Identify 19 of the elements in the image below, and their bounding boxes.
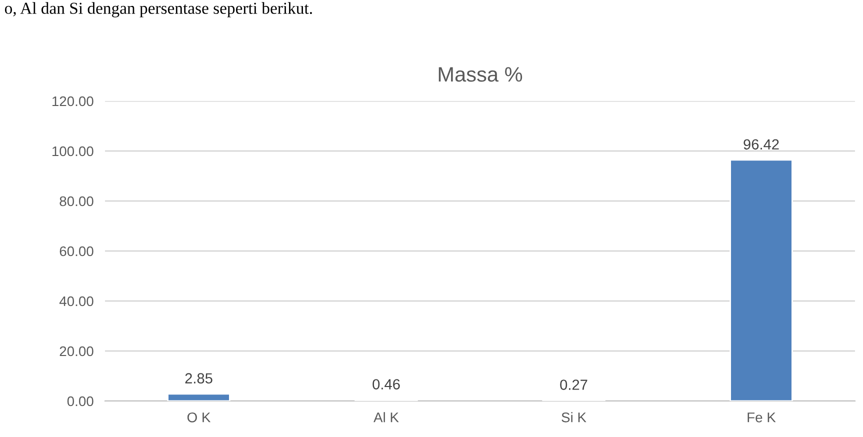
bar <box>730 159 793 401</box>
y-tick-label: 40.00 <box>59 296 94 306</box>
data-label: 0.46 <box>372 379 400 390</box>
data-label: 96.42 <box>744 139 779 150</box>
bar <box>167 393 230 401</box>
chart-title: Massa % <box>438 67 522 82</box>
y-tick-label: 0.00 <box>67 396 94 406</box>
y-tick-label: 100.00 <box>52 146 94 156</box>
x-tick-label: Si K <box>562 412 586 422</box>
y-tick-label: 60.00 <box>60 246 94 256</box>
data-label: 0.27 <box>560 380 588 390</box>
y-tick-label: 20.00 <box>60 346 94 356</box>
text: o, Al dan Si dengan persentase seperti berikut. <box>4 2 312 18</box>
y-tick-label: 120.00 <box>52 96 94 106</box>
x-tick-label: Fe K <box>748 412 776 422</box>
data-label: 2.85 <box>185 373 212 384</box>
x-tick-label: O K <box>187 412 211 422</box>
y-tick-label: 80.00 <box>60 196 94 206</box>
x-tick-label: Al K <box>374 412 399 422</box>
